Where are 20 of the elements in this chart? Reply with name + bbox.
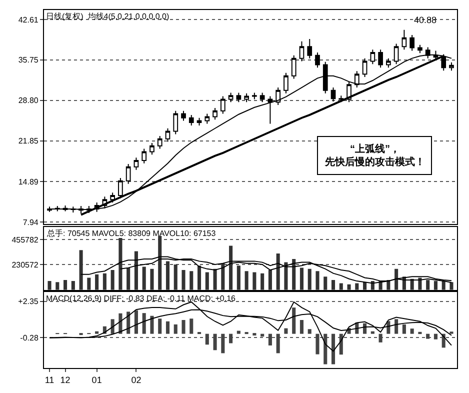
y-tick-label: 7.94 [22,218,39,227]
y-tick-label: -0.28 [20,334,39,342]
annotation: “上弧线”， [350,143,400,155]
x-tick-label: 11 [44,374,54,385]
y-tick-label: 455782 [12,235,39,244]
annotation: 40.88 [414,15,437,25]
y-tick-label: 28.80 [18,96,39,106]
y-tick-label: 14.89 [18,177,39,186]
y-tick-label: +2.35 [18,297,39,306]
y-tick-label: 35.75 [18,56,39,65]
chart-title: 总手: 70545 MAVOL5: 83809 MAVOL10: 67153 [46,229,216,238]
x-tick-label: 12 [60,374,70,385]
chart-title: MACD(12,26,9) DIFF: -0.83 DEA: -0.11 MACD: +0.16 [46,294,236,303]
annotation: 先快后慢的攻击模式！ [324,156,425,168]
y-tick-label: 21.85 [18,136,39,146]
x-tick-label: 02 [131,374,142,385]
chart-title: 日线(复权) 均线4(5,0,21,0,0,0,0,0) [46,12,170,21]
y-tick-label: 42.61 [18,16,39,25]
y-tick-label: 230572 [12,260,39,270]
x-tick-label: 01 [92,374,102,385]
